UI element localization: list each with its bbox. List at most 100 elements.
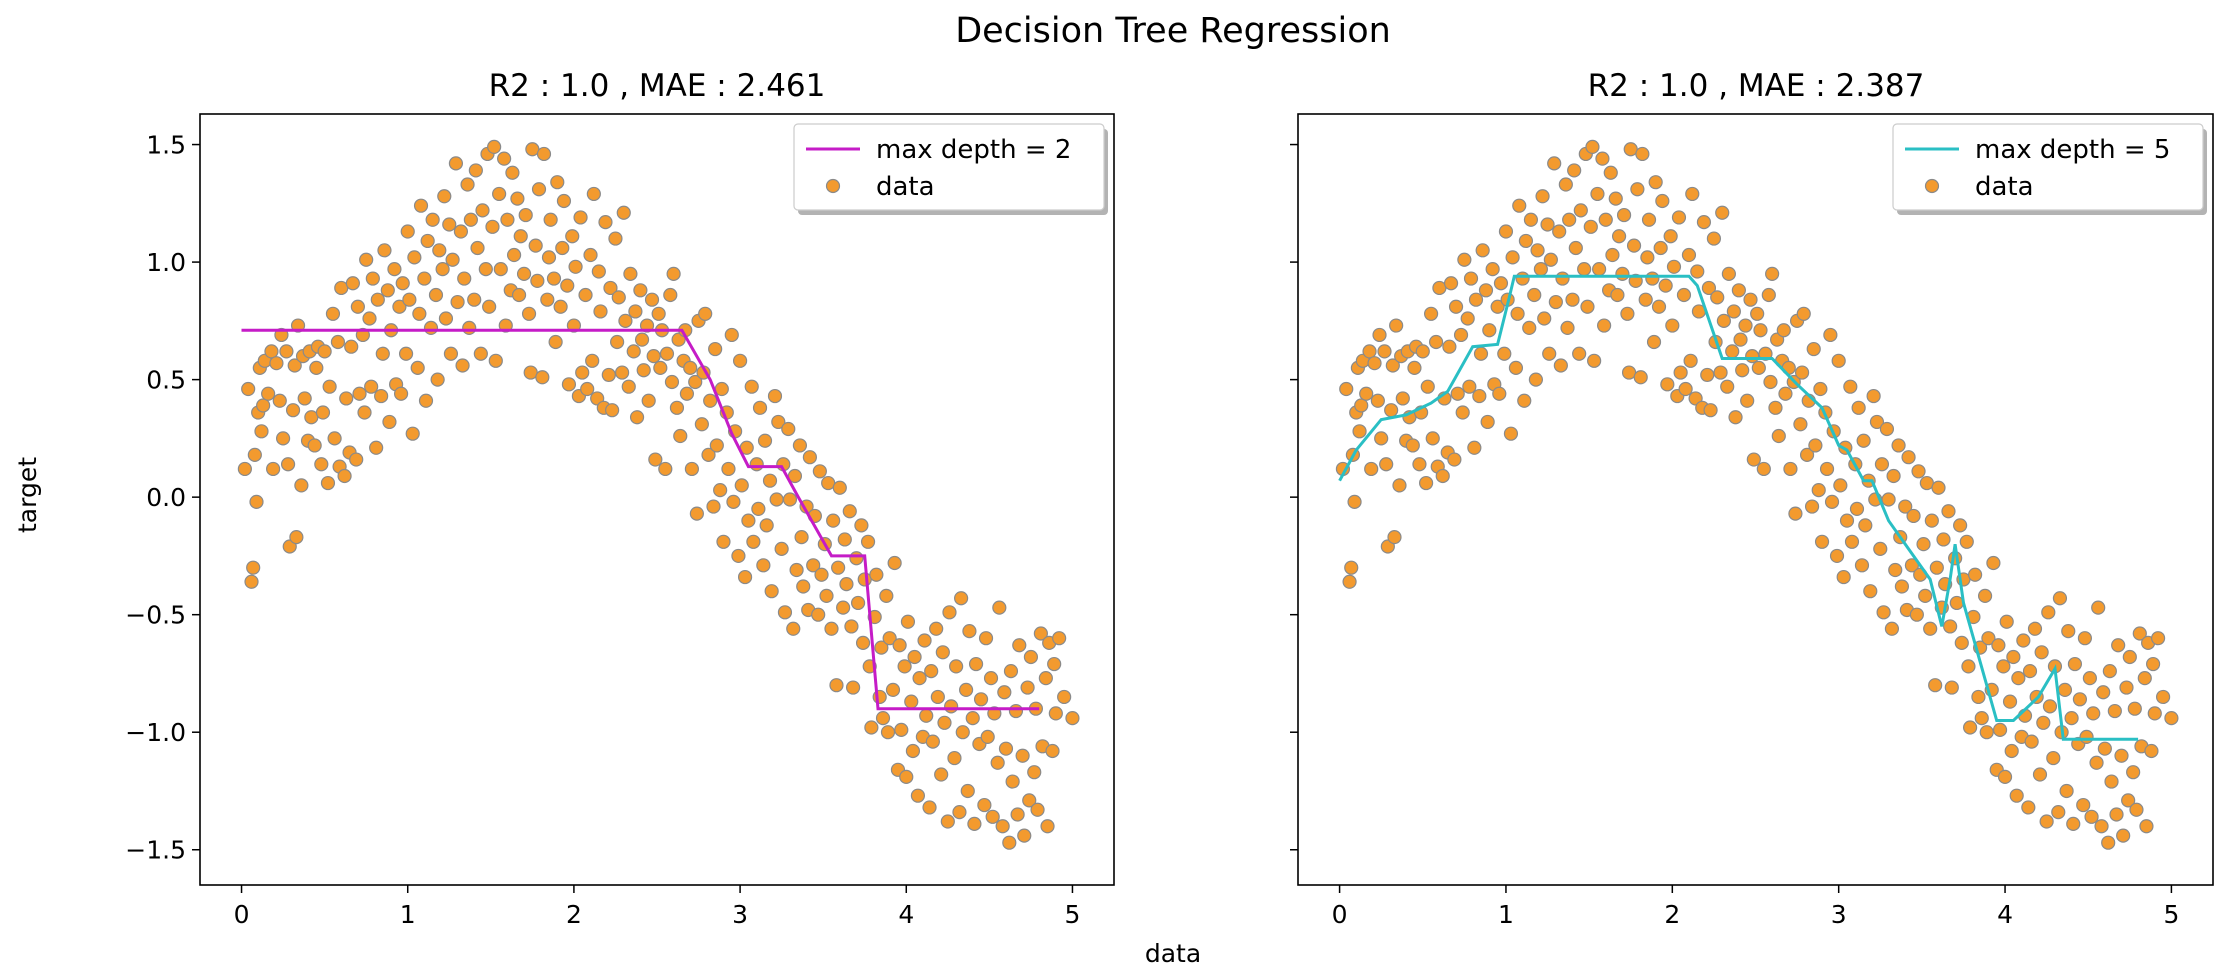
right-data-point (1924, 513, 1939, 528)
left-data-point (608, 231, 623, 246)
right-data-point (1884, 621, 1900, 636)
left-data-point (337, 468, 352, 484)
left-data-point (580, 381, 595, 397)
left-data-point (1033, 626, 1048, 641)
left-data-point (438, 311, 454, 326)
left-data-point (980, 729, 995, 745)
left-data-point (350, 299, 365, 314)
right-data-point (2076, 797, 2091, 813)
right-data-point (1428, 334, 1444, 350)
left-data-point (398, 346, 414, 361)
right-data-point (1412, 457, 1427, 472)
right-data-point (2016, 633, 2031, 648)
left-data-point (812, 464, 827, 479)
right-data-point (2066, 816, 2081, 831)
left-data-point (764, 584, 779, 599)
left-data-point (922, 800, 937, 815)
right-data-point (1352, 424, 1367, 439)
right-data-point (1731, 283, 1746, 298)
axes-right: R2 : 1.0 , MAE : 2.387 0 1 2 3 4 5 max depth =… (1290, 68, 2214, 929)
right-data-point (1420, 379, 1435, 394)
right-data-point (1986, 555, 2001, 571)
right-data-point (1407, 360, 1422, 375)
left-data-point (266, 461, 281, 477)
right-data-point (2072, 692, 2088, 707)
right-data-point (1389, 318, 1404, 333)
right-data-point (1806, 341, 1821, 357)
left-data-point (610, 334, 625, 350)
right-x-tick-label: 4 (1997, 900, 2013, 929)
left-data-point (375, 346, 390, 361)
right-axes-frame (1297, 113, 2214, 886)
right-data-point (2137, 671, 2152, 686)
left-data-point (405, 426, 420, 441)
right-data-point (1720, 379, 1735, 394)
left-data-point (885, 682, 901, 697)
right-data-point (1595, 151, 1610, 166)
left-data-point (307, 438, 322, 453)
right-data-point (1746, 452, 1761, 467)
right-data-point (1608, 191, 1623, 206)
left-data-point (1005, 774, 1020, 789)
left-data-point (269, 356, 284, 371)
left-data-point (721, 461, 736, 477)
right-data-point (2109, 807, 2124, 822)
axes-right-title: R2 : 1.0 , MAE : 2.387 (1588, 68, 1925, 104)
left-data-point (1002, 835, 1017, 850)
right-data-point (1811, 482, 1826, 498)
right-data-point (1776, 323, 1791, 338)
left-data-point (1017, 828, 1032, 843)
right-data-point (1542, 346, 1557, 361)
right-data-point (1562, 212, 1577, 227)
left-data-point (633, 283, 648, 298)
right-data-point (1959, 534, 1974, 549)
left-data-point (924, 663, 939, 679)
left-data-point (875, 711, 891, 726)
right-data-point (1583, 219, 1598, 234)
left-data-point (516, 266, 532, 281)
right-data-point (2097, 741, 2112, 756)
left-data-point (565, 229, 580, 244)
right-data-point (1829, 548, 1845, 564)
right-data-point (2116, 828, 2131, 843)
right-data-point (1977, 588, 1993, 603)
left-data-point (530, 273, 545, 288)
right-data-point (1533, 262, 1548, 277)
left-data-point (287, 358, 302, 373)
right-data-point (1879, 421, 1895, 437)
right-data-point (2036, 715, 2051, 730)
left-data-point (412, 306, 427, 321)
left-data-point (777, 605, 793, 620)
right-data-point (1552, 224, 1567, 239)
right-data-point (2121, 793, 2136, 808)
right-data-point (2002, 694, 2018, 709)
left-plot-area (237, 139, 1080, 850)
left-data-point (789, 562, 804, 578)
right-data-point (1522, 320, 1537, 336)
right-data-point (1931, 480, 1946, 495)
left-data-point (463, 212, 478, 227)
left-data-point (428, 287, 444, 303)
left-data-point (593, 304, 608, 319)
right-x-tick-label: 5 (2163, 900, 2179, 929)
left-data-point (985, 809, 1000, 824)
right-data-point (2051, 805, 2066, 820)
right-data-point (1728, 410, 1743, 425)
left-data-point (934, 767, 949, 782)
right-data-point (1605, 247, 1620, 263)
left-data-point (362, 311, 377, 326)
right-data-point (1808, 438, 1823, 453)
left-legend-data-label: data (876, 172, 935, 202)
right-data-point (1372, 327, 1387, 343)
left-data-point (752, 400, 768, 415)
left-data-point (482, 299, 497, 314)
right-data-point (1443, 276, 1459, 291)
left-data-point (929, 621, 944, 636)
right-data-point (1455, 405, 1470, 420)
right-data-point (1505, 250, 1520, 265)
left-data-point (249, 494, 264, 509)
left-data-point (237, 461, 252, 477)
left-data-point (684, 461, 699, 477)
right-data-point (2104, 774, 2119, 789)
left-data-point (442, 217, 457, 232)
